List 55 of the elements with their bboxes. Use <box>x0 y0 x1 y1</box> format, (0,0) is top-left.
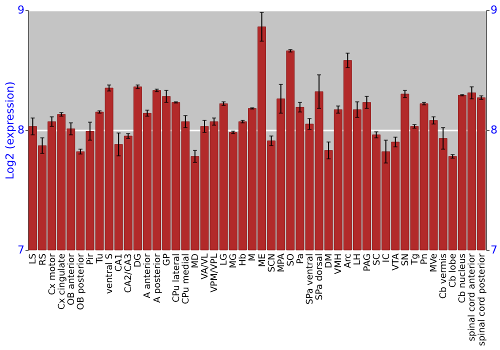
x-tick-label: SC <box>372 254 382 266</box>
y-tick-label: 8 <box>18 124 24 136</box>
x-tick-label: A posterior <box>152 253 163 303</box>
x-tick-label: ME <box>258 253 268 267</box>
y2-tick-label: 8 <box>490 124 498 136</box>
x-tick-label: LS <box>28 253 39 264</box>
y2-tick-label: 9 <box>490 4 498 16</box>
x-tick-label: MVe <box>430 253 440 272</box>
x-tick-label: VMH <box>334 254 344 274</box>
x-tick-label: Cb vermis <box>439 253 450 299</box>
x-tick-label: SCN <box>267 254 278 272</box>
x-tick-label: DM <box>324 254 335 268</box>
x-tick-label: VTA <box>391 252 402 271</box>
x-tick-label: CPu medial <box>181 254 192 304</box>
x-tick-label: A anterior <box>143 253 154 298</box>
x-tick-label: CPu lateral <box>172 254 182 302</box>
x-tick-label: Cx motor <box>48 253 58 295</box>
x-tick-label: OB anterior <box>66 253 77 306</box>
y-tick-label: 7 <box>18 244 24 256</box>
y2-tick-label: 7 <box>490 244 498 256</box>
x-tick-label: MPA <box>276 252 287 272</box>
x-tick-label: PAG <box>362 253 373 272</box>
x-tick-label: OB posterior <box>76 253 86 310</box>
x-tick-label: GP <box>162 252 172 266</box>
x-tick-label: IC <box>382 254 392 262</box>
x-tick-label: MG <box>229 253 240 268</box>
x-tick-label: LG <box>220 253 230 266</box>
x-tick-label: Tu <box>96 254 106 264</box>
x-tick-label: SO <box>286 254 296 266</box>
x-tick-label: SPa ventral <box>305 254 316 304</box>
x-tick-label: Tg <box>410 254 420 266</box>
x-tick-label: VA/VL <box>200 254 211 280</box>
y-axis-title: Log2 (expression) <box>4 81 16 180</box>
y-tick-label: 9 <box>18 4 24 16</box>
x-tick-label: spinal cord anterior <box>468 253 478 342</box>
x-tick-label: RS <box>38 253 48 266</box>
x-tick-label: Arc <box>344 253 354 268</box>
x-tick-label: M <box>248 254 258 262</box>
x-tick-label: Cx cingulate <box>57 253 68 310</box>
x-tick-label: Pir <box>86 253 96 265</box>
x-tick-label: CA1 <box>114 254 125 272</box>
x-tick-label: SPa dorsal <box>315 254 326 300</box>
x-tick-label: Cb lobe <box>448 253 459 288</box>
x-tick-label: Cb nucleus <box>458 253 468 304</box>
x-tick-label: Pa <box>296 254 306 264</box>
x-tick-label: CA2/CA3 <box>124 254 134 293</box>
x-tick-label: spinal cord posterior <box>477 253 488 346</box>
x-tick-label: MD <box>190 253 201 268</box>
x-tick-label: Pn <box>420 254 430 264</box>
x-tick-label: Hb <box>238 253 249 266</box>
x-tick-label: VPM/VPL <box>210 254 220 292</box>
x-tick-label: SN <box>400 254 411 266</box>
x-tick-label: ventral S <box>105 253 116 294</box>
x-tick-label: LH <box>353 254 364 266</box>
x-tick-label: DG <box>134 253 144 268</box>
